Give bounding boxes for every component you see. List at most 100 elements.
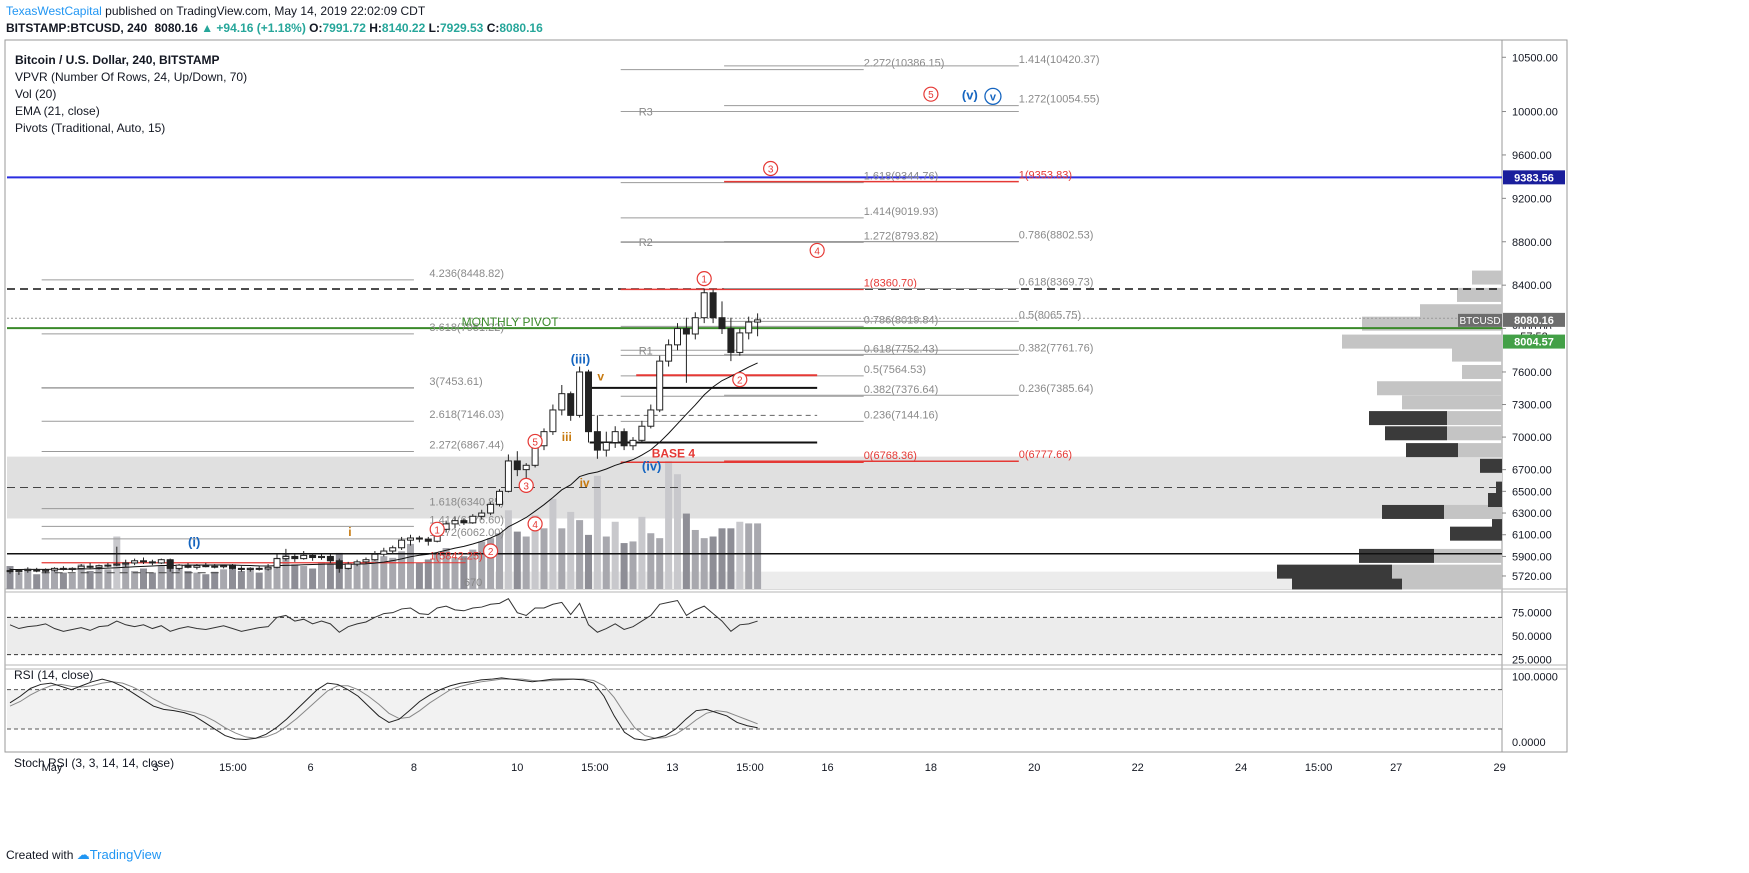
candle-body [202, 565, 210, 568]
author-link[interactable]: TexasWestCapital [6, 4, 102, 18]
symbol-info: BITSTAMP:BTCUSD, 240 8080.16 ▲ +94.16 (+… [6, 21, 543, 35]
volume-bar [157, 566, 165, 589]
wave-circle-5 [527, 433, 543, 450]
candle-body [611, 431, 619, 444]
time-tick-label: 15:00 [1305, 762, 1333, 774]
fib-right-label: 1.414(10420.37) [1019, 54, 1100, 66]
volume-bar [567, 511, 575, 589]
fib-left-label: 1.272(6062.00) [429, 527, 504, 539]
price-tick-label: 7000.00 [1512, 432, 1552, 444]
tradingview-logo-icon[interactable]: ☁ [76, 847, 90, 862]
wave-circle-3-text: 3 [523, 481, 529, 492]
price-tick-label: 10500.00 [1512, 52, 1558, 64]
footer: Created with ☁TradingView [6, 847, 161, 863]
time-tick-label: 18 [925, 762, 937, 774]
tradingview-link[interactable]: TradingView [89, 847, 162, 862]
volume-bar [754, 523, 762, 589]
volume-bar [407, 543, 414, 589]
volume-bar [727, 528, 735, 589]
candle-body [709, 292, 717, 319]
legend-pivots[interactable]: Pivots (Traditional, Auto, 15) [15, 121, 166, 135]
candle-body [487, 503, 495, 514]
candle-body [424, 538, 432, 542]
volume-bar [104, 569, 112, 589]
candle-body [113, 563, 121, 566]
time-tick-label: 29 [1493, 762, 1505, 774]
candle-body [647, 409, 655, 427]
volume-bar [540, 528, 548, 589]
legend-ema[interactable]: EMA (21, close) [15, 104, 100, 118]
candle-body [255, 567, 263, 570]
rsi-band [7, 617, 1502, 655]
candle-body [326, 555, 334, 562]
volume-bar [291, 564, 299, 589]
candle-body [291, 555, 299, 560]
fib-right-label: 0.236(7385.64) [1019, 383, 1094, 395]
fib-right-label: 0.786(8802.53) [1019, 229, 1094, 241]
candle-body [585, 371, 592, 433]
time-tick-label: 8 [411, 762, 417, 774]
fib-mid-label: 0.382(7376.64) [864, 384, 939, 396]
wave-circle-3 [518, 477, 534, 493]
wave-circle-1b-text: 1 [701, 275, 707, 286]
candle-body [166, 559, 174, 569]
legend-vol[interactable]: Vol (20) [15, 87, 57, 101]
price-tick-label: 6500.00 [1512, 486, 1552, 498]
fib-left-label: 3(7453.61) [429, 376, 482, 388]
volume-bar [246, 567, 254, 589]
symbol-change: ▲ +94.16 (+1.18%) [201, 21, 306, 35]
volume-bar [513, 531, 521, 589]
candle-body [407, 537, 414, 541]
vpvr-bar-light [1342, 334, 1502, 349]
close-value: 8080.16 [499, 21, 543, 35]
vpvr-bar-light [1457, 287, 1502, 302]
wave-circle-4-text: 4 [532, 520, 538, 531]
wave-circle-4b [809, 242, 825, 259]
volume-bar [602, 536, 610, 589]
high-label: H: [369, 21, 382, 35]
candle-body [593, 431, 601, 451]
symbol-name: BITSTAMP:BTCUSD, 240 [6, 21, 148, 35]
candle-body [51, 567, 58, 571]
fib-mid-label: 0.618(7752.43) [864, 343, 939, 355]
candle-body [700, 292, 708, 319]
volume-bar [656, 538, 664, 589]
candle-body [513, 460, 521, 471]
price-tick-label: 10000.00 [1512, 107, 1558, 119]
volume-bar [504, 510, 512, 589]
symbol-price: 8080.16 [154, 21, 198, 35]
candle-body [478, 512, 486, 517]
fib-right-label: 0(6777.66) [1019, 449, 1072, 461]
rsi-label[interactable]: RSI (14, close) [14, 668, 94, 682]
candle-body [344, 563, 352, 569]
candle-body [220, 565, 228, 568]
candle-body [59, 567, 67, 570]
vpvr-bar-dark [1406, 443, 1458, 458]
sub-iv-label: iv [580, 476, 590, 490]
wave-circle-1b [696, 271, 712, 287]
volume-bar [148, 572, 156, 589]
price-badge-ema-text: 8004.57 [1514, 337, 1554, 349]
candle-body [6, 570, 14, 573]
price-tick-label: 9200.00 [1512, 193, 1552, 205]
legend-vpvr[interactable]: VPVR (Number Of Rows, 24, Up/Down, 70) [15, 70, 248, 84]
volume-bar [255, 572, 263, 589]
vpvr-bar-dark [1496, 481, 1502, 496]
fib-mid-label: 1.618(9344.76) [864, 171, 939, 183]
volume-bar [24, 568, 32, 589]
vpvr-bar-light [1472, 270, 1502, 285]
vpvr-bar-light [1392, 564, 1502, 579]
price-tick-label: 7300.00 [1512, 400, 1552, 412]
candle-body [273, 558, 281, 568]
wave-circle-2b-text: 2 [737, 376, 743, 387]
price-tick-label: 8400.00 [1512, 280, 1552, 292]
volume-bar [647, 533, 655, 589]
fib-mid-label: 1(8360.70) [864, 277, 917, 289]
stoch-label[interactable]: Stoch RSI (3, 3, 14, 14, close) [14, 756, 175, 770]
volume-bar [593, 475, 601, 589]
time-tick-label: 24 [1235, 762, 1247, 774]
price-tick-label: 9600.00 [1512, 150, 1552, 162]
vpvr-bar-dark [1359, 548, 1434, 563]
legend-title[interactable]: Bitcoin / U.S. Dollar, 240, BITSTAMP [15, 53, 220, 67]
